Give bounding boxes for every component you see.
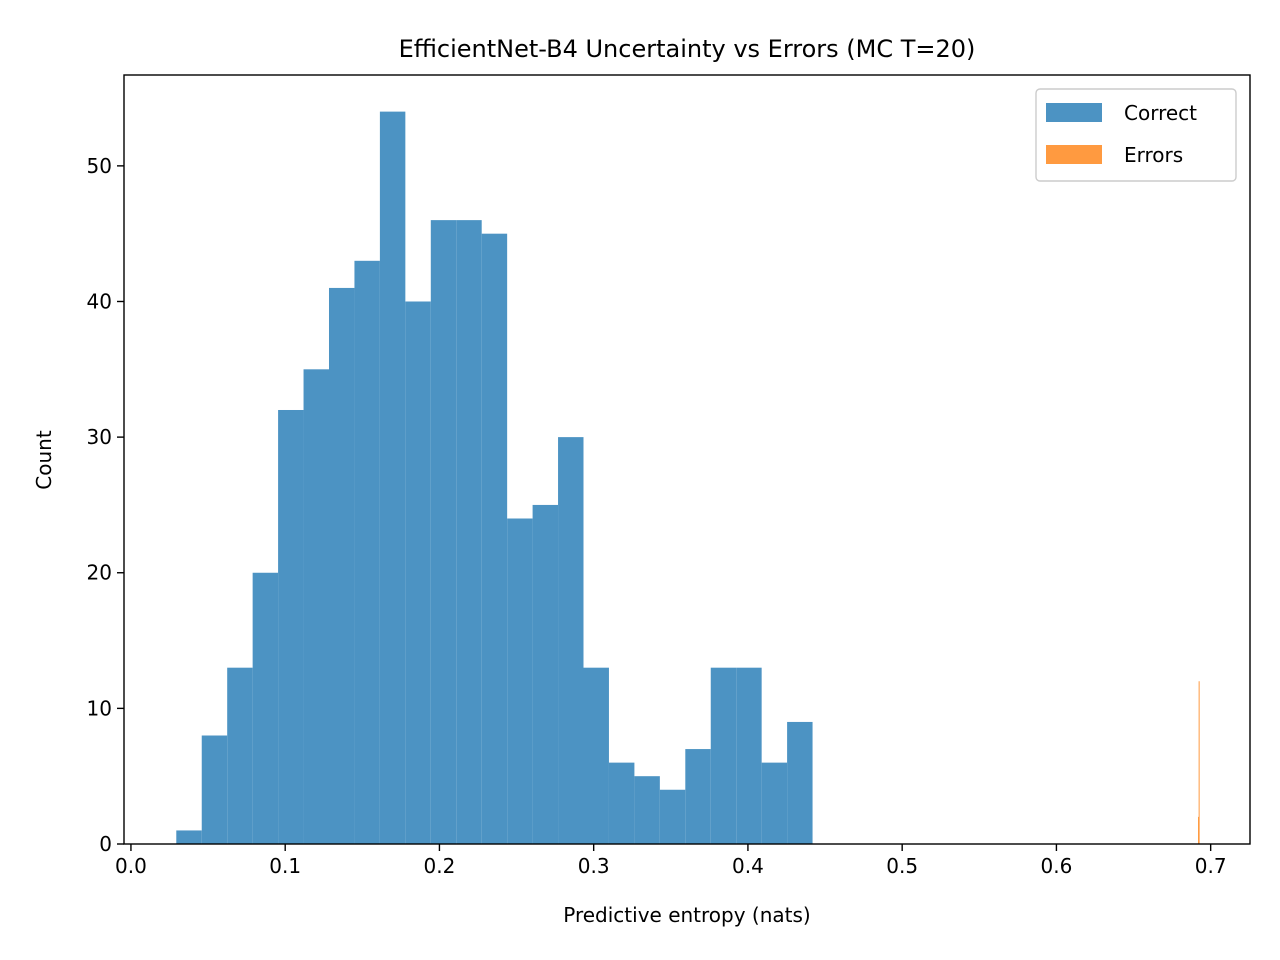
correct-bar [583, 667, 609, 844]
y-tick-label: 20 [87, 561, 112, 585]
legend-label-errors: Errors [1124, 143, 1183, 167]
correct-bar [481, 233, 508, 844]
x-axis-label: Predictive entropy (nats) [563, 903, 810, 927]
legend-swatch-correct [1046, 103, 1102, 122]
x-tick-label: 0.2 [424, 854, 456, 878]
correct-bar [710, 667, 737, 844]
y-tick-label: 40 [87, 289, 112, 313]
correct-bar [201, 735, 228, 844]
legend: Correct Errors [1035, 88, 1237, 182]
errors-bar [1198, 681, 1200, 844]
x-tick-label: 0.7 [1195, 854, 1227, 878]
correct-bar [176, 830, 202, 844]
y-axis-label: Count [32, 430, 56, 490]
chart-title: EfficientNet-B4 Uncertainty vs Errors (M… [399, 35, 976, 63]
legend-swatch-errors [1046, 145, 1102, 164]
y-tick-label: 50 [87, 154, 112, 178]
correct-bar [278, 409, 304, 844]
correct-bar [787, 721, 813, 844]
correct-bar [456, 220, 482, 844]
x-tick-label: 0.0 [115, 854, 147, 878]
x-tick-label: 0.1 [269, 854, 301, 878]
correct-bar [736, 667, 762, 844]
series-correct-bars [176, 111, 813, 845]
y-axis-ticks: 0 10 20 30 40 50 [87, 154, 124, 856]
correct-bar [328, 287, 355, 844]
x-tick-label: 0.6 [1041, 854, 1073, 878]
correct-bar [430, 220, 457, 844]
series-errors-bars [1198, 681, 1200, 844]
correct-bar [303, 369, 329, 844]
y-tick-label: 30 [87, 425, 112, 449]
legend-label-correct: Correct [1124, 101, 1197, 125]
correct-bar [685, 749, 711, 844]
y-tick-label: 10 [87, 696, 112, 720]
plot-frame [123, 74, 1251, 845]
x-tick-label: 0.5 [886, 854, 918, 878]
x-tick-label: 0.3 [578, 854, 610, 878]
x-tick-label: 0.4 [732, 854, 764, 878]
y-tick-label: 0 [99, 832, 112, 856]
correct-bar [354, 260, 380, 845]
correct-bar [252, 572, 279, 844]
correct-bar [227, 667, 253, 844]
correct-bar [659, 789, 686, 844]
correct-bar [608, 762, 635, 844]
correct-bar [507, 518, 533, 844]
correct-bar [379, 111, 406, 845]
x-axis-ticks: 0.0 0.1 0.2 0.3 0.4 0.5 0.6 0.7 [115, 844, 1227, 878]
correct-bar [558, 437, 584, 844]
correct-bar [532, 504, 559, 844]
correct-bar [761, 762, 788, 844]
correct-bar [405, 301, 431, 844]
correct-bar [634, 776, 660, 844]
